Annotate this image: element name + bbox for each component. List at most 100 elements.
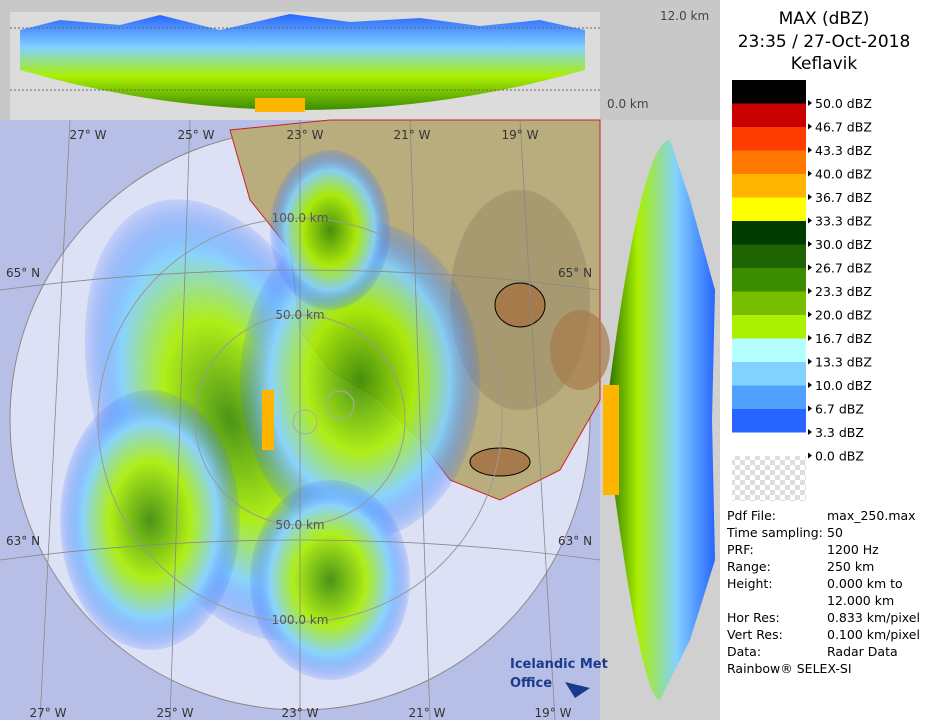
legend-swatch — [732, 338, 806, 362]
legend-swatch — [732, 150, 806, 174]
legend-label: 16.7 dBZ — [815, 331, 872, 346]
legend-arrow — [808, 382, 812, 388]
lat-label: 65° N — [558, 266, 592, 280]
legend-swatch — [732, 127, 806, 151]
lon-label: 19° W — [535, 706, 572, 720]
legend-arrow — [808, 335, 812, 341]
ring-label: 100.0 km — [272, 211, 329, 225]
legend-arrow — [808, 217, 812, 224]
legend-swatch — [732, 268, 806, 292]
legend-swatch — [732, 291, 806, 315]
ring-label: 50.0 km — [275, 308, 324, 322]
legend-arrow — [808, 147, 812, 153]
height-label: 0.0 km — [607, 97, 649, 111]
lon-label: 27° W — [30, 706, 67, 720]
legend-arrow — [808, 100, 812, 106]
echo — [270, 150, 390, 310]
legend-swatch — [732, 362, 806, 386]
nodata-swatch — [732, 456, 806, 501]
lat-label: 65° N — [6, 266, 40, 280]
legend-label: 46.7 dBZ — [815, 120, 872, 135]
info-value: 12.000 km — [827, 593, 894, 608]
legend-label: 40.0 dBZ — [815, 167, 872, 182]
legend-swatch — [732, 315, 806, 339]
legend-label: 20.0 dBZ — [815, 308, 872, 323]
title: MAX (dBZ) — [779, 9, 870, 29]
lon-label: 25° W — [178, 128, 215, 142]
legend-swatch — [732, 103, 806, 127]
legend-label: 36.7 dBZ — [815, 190, 872, 205]
lon-label: 19° W — [502, 128, 539, 142]
legend-arrow — [808, 358, 812, 365]
echo — [250, 480, 410, 680]
legend-swatch — [732, 80, 806, 104]
info-label: PRF: — [727, 542, 754, 557]
legend-label: 30.0 dBZ — [815, 237, 872, 252]
info-label: Height: — [727, 576, 773, 591]
legend-arrow — [808, 311, 812, 318]
legend-swatch — [732, 221, 806, 245]
lon-label: 27° W — [70, 128, 107, 142]
legend-label: 10.0 dBZ — [815, 378, 872, 393]
info-value: 250 km — [827, 559, 874, 574]
logo: Icelandic Met — [510, 657, 608, 672]
legend-swatch — [732, 244, 806, 268]
side-core — [603, 385, 619, 495]
legend-swatch — [732, 409, 806, 433]
info-value: 0.833 km/pixel — [827, 610, 920, 625]
legend-label: 0.0 dBZ — [815, 449, 864, 464]
legend-arrow — [808, 123, 812, 130]
info-value: Radar Data — [827, 644, 898, 659]
legend-label: 13.3 dBZ — [815, 355, 872, 370]
legend-label: 23.3 dBZ — [815, 284, 872, 299]
legend-arrow — [808, 429, 812, 435]
time: 23:35 / 27-Oct-2018 — [738, 32, 911, 52]
site: Keflavik — [791, 54, 858, 74]
top-profile — [20, 14, 585, 110]
info-value: 0.000 km to — [827, 576, 903, 591]
legend-swatch — [732, 197, 806, 221]
glacier — [550, 310, 610, 390]
info-label: Vert Res: — [727, 627, 783, 642]
info-label: Range: — [727, 559, 771, 574]
legend-swatch — [732, 385, 806, 409]
footer: Rainbow® SELEX-SI — [727, 661, 852, 676]
glacier — [469, 447, 531, 477]
legend-label: 33.3 dBZ — [815, 214, 872, 229]
lat-label: 63° N — [558, 534, 592, 548]
lon-label: 23° W — [282, 706, 319, 720]
height-label: 12.0 km — [660, 9, 709, 23]
legend-arrow — [808, 194, 812, 200]
legend-arrow — [808, 170, 812, 177]
info-value: max_250.max — [827, 508, 916, 523]
radar-site — [292, 409, 318, 435]
lat-label: 63° N — [6, 534, 40, 548]
glacier — [494, 282, 546, 328]
graticule — [0, 119, 601, 721]
info-value: 1200 Hz — [827, 542, 879, 557]
top-core — [255, 98, 305, 112]
legend-label: 3.3 dBZ — [815, 425, 864, 440]
lon-label: 21° W — [409, 706, 446, 720]
logo: Office — [510, 676, 552, 691]
echo-core — [262, 390, 274, 450]
legend-label: 6.7 dBZ — [815, 402, 864, 417]
legend-swatch — [732, 432, 806, 456]
info-label: Data: — [727, 644, 761, 659]
legend-label: 43.3 dBZ — [815, 143, 872, 158]
info-value: 0.100 km/pixel — [827, 627, 920, 642]
lon-label: 25° W — [157, 706, 194, 720]
side-profile — [605, 140, 715, 700]
echo — [60, 390, 240, 650]
logo-mark — [565, 682, 590, 698]
lon-label: 23° W — [287, 128, 324, 142]
info-value: 50 — [827, 525, 843, 540]
legend-arrow — [808, 264, 812, 271]
info-label: Pdf File: — [727, 508, 776, 523]
radar-site — [325, 390, 355, 420]
legend-arrow — [808, 405, 812, 412]
lon-label: 21° W — [394, 128, 431, 142]
legend-swatch — [732, 174, 806, 198]
ring-label: 50.0 km — [275, 518, 324, 532]
